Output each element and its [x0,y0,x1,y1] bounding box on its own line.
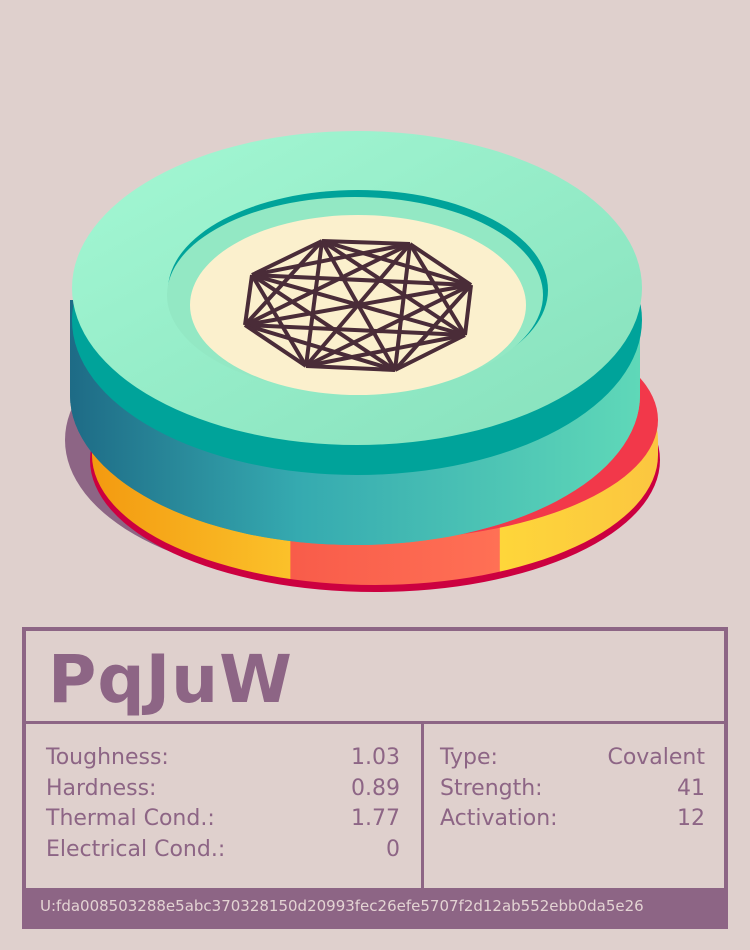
bond-label: Type: [440,745,498,770]
graph-edge [244,323,396,372]
bond-row: Activation: 12 [440,804,705,835]
hash-footer: U:fda008503288e5abc370328150d20993fec26e… [26,888,724,925]
property-label: Toughness: [46,745,169,770]
material-title: PqJuW [48,641,293,718]
property-row: Electrical Cond.: 0 [46,835,400,866]
graph-edge [251,273,472,287]
property-row: Toughness: 1.03 [46,743,400,774]
graph-edge [251,273,466,337]
graph-edge [408,242,473,287]
graph-edge [243,323,308,368]
bond-label: Strength: [440,775,543,801]
property-value: 0 [386,836,400,862]
property-label: Electrical Cond.: [46,836,226,862]
bond-row: Strength: 41 [440,774,705,805]
property-value: 0.89 [351,775,400,801]
bond-value: 12 [677,806,705,831]
divider [26,721,724,724]
graph-edge [321,239,472,287]
bond-list: Type: Covalent Strength: 41 Activation: 12 [440,743,705,835]
bond-value: Covalent [607,745,705,770]
property-row: Thermal Cond.: 1.77 [46,804,400,835]
property-value: 1.03 [351,745,400,770]
property-label: Hardness: [46,775,157,801]
material-card: PqJuW Toughness: 1.03 Hardness: 0.89 Therm… [22,627,728,929]
graph-edge [251,239,323,277]
graph-edge [243,274,254,326]
material-disc-illustration [65,131,660,592]
graph-edge [394,333,466,372]
bond-row: Type: Covalent [440,743,705,774]
property-label: Thermal Cond.: [46,806,215,831]
graph-edge [251,242,411,277]
graph-edge [463,284,473,336]
graph-edge [305,333,466,368]
graph-edge [250,273,397,372]
properties-list: Toughness: 1.03 Hardness: 0.89 Thermal Con… [46,743,400,865]
divider [421,721,424,888]
property-value: 1.77 [351,806,400,831]
property-row: Hardness: 0.89 [46,774,400,805]
graph-edge [305,364,396,372]
graph-edge [250,273,308,368]
bond-value: 41 [677,775,705,801]
bond-label: Activation: [440,806,558,831]
graph-edge [321,239,411,246]
complete-graph-octagon-icon [243,239,473,372]
